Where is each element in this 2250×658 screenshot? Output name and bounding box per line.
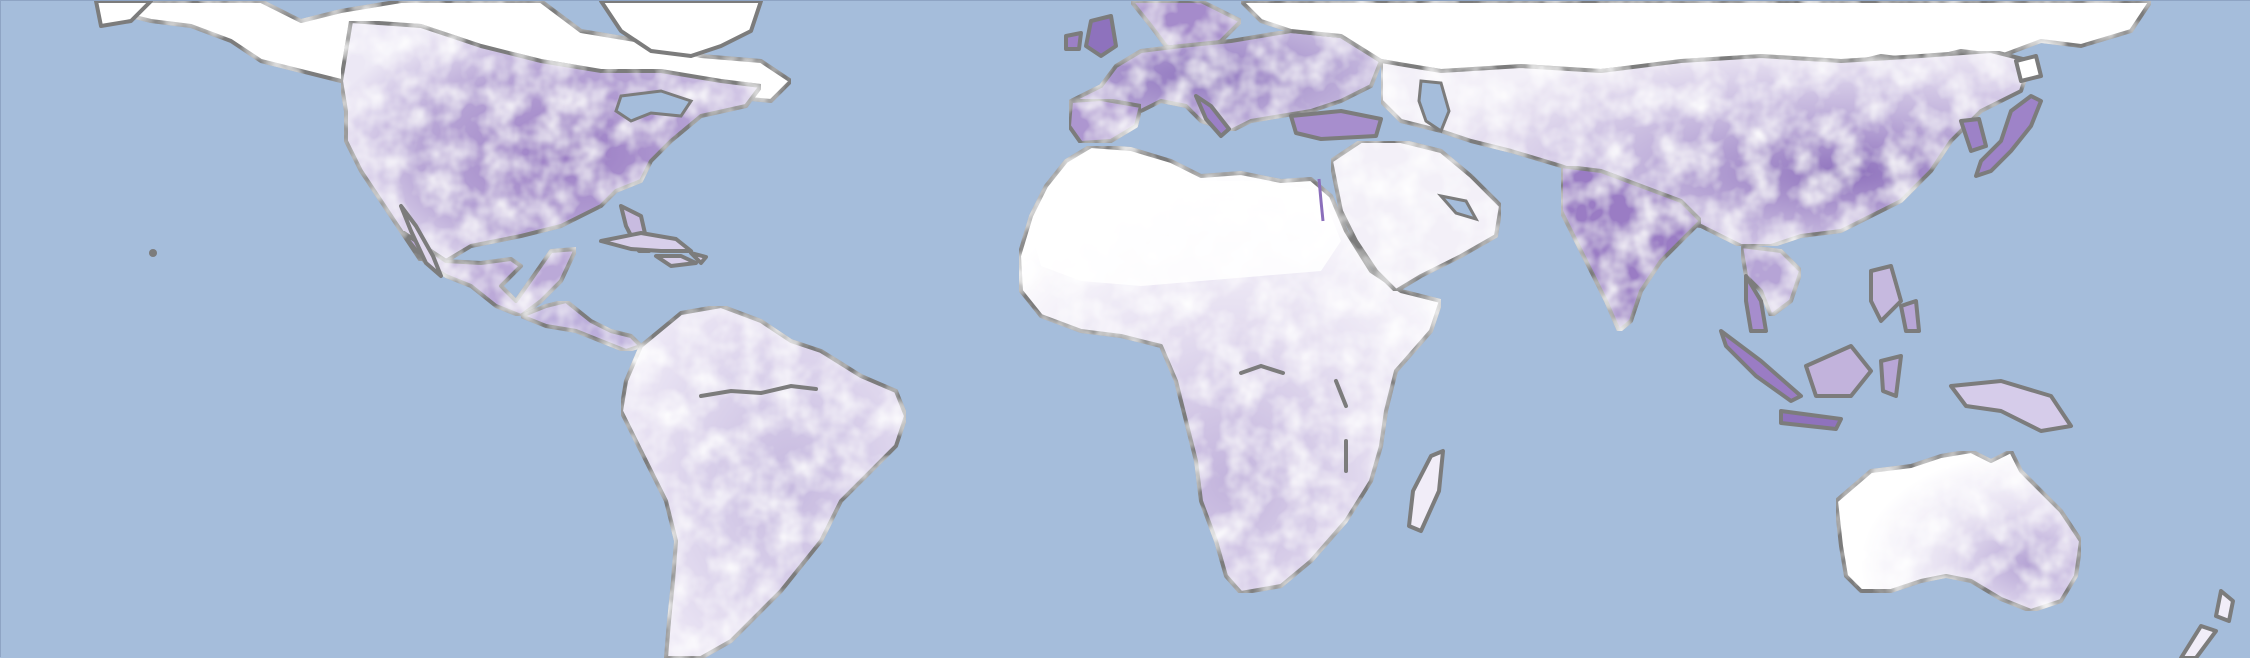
- south-america[interactable]: [619, 304, 908, 658]
- madagascar[interactable]: [1407, 449, 1445, 533]
- europe[interactable]: [1064, 1, 1383, 145]
- australia[interactable]: [1834, 449, 2083, 613]
- new-zealand[interactable]: [2179, 589, 2235, 658]
- japan[interactable]: [1974, 54, 2043, 178]
- indonesia[interactable]: [1719, 264, 1921, 431]
- caribbean[interactable]: [149, 231, 708, 268]
- asia[interactable]: [1239, 1, 2153, 333]
- middle-east[interactable]: [1329, 139, 1503, 293]
- new-guinea[interactable]: [1949, 379, 2073, 433]
- africa[interactable]: [1017, 144, 1443, 595]
